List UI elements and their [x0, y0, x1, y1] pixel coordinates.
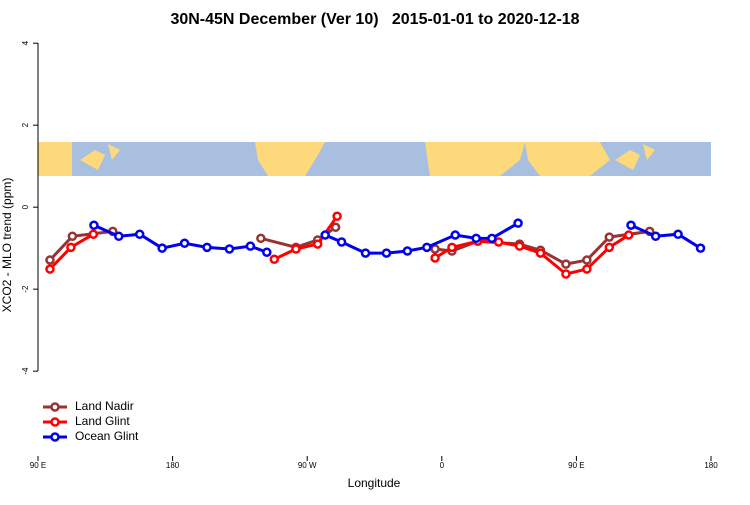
y-tick-label: 4	[21, 40, 30, 45]
x-axis-label: Longitude	[348, 476, 401, 490]
data-point	[262, 247, 272, 258]
data-point	[513, 218, 523, 228]
data-point	[422, 242, 432, 253]
data-point	[45, 264, 55, 274]
data-point	[381, 248, 392, 258]
data-point	[320, 230, 330, 240]
data-point	[134, 229, 145, 239]
legend-marker	[50, 417, 60, 427]
data-point	[673, 229, 683, 239]
data-point	[535, 248, 546, 258]
x-tick-label: 90 E	[30, 461, 46, 470]
data-point	[582, 255, 592, 265]
data-point	[179, 238, 190, 248]
data-point	[224, 244, 235, 254]
data-point	[114, 231, 124, 242]
x-tick-label: 180	[704, 461, 718, 470]
data-point	[514, 241, 525, 251]
data-point	[604, 242, 615, 253]
data-point	[67, 231, 78, 242]
legend-label: Land Glint	[75, 414, 130, 428]
data-point	[45, 255, 55, 265]
data-point	[330, 222, 341, 233]
data-point	[336, 237, 347, 247]
data-point	[493, 237, 504, 247]
data-point	[582, 264, 592, 274]
data-point	[332, 211, 342, 221]
data-point	[430, 244, 440, 254]
data-point	[430, 253, 440, 263]
data-point	[89, 220, 99, 230]
data-point	[604, 232, 615, 242]
data-point	[312, 239, 323, 249]
legend-marker	[50, 402, 60, 412]
data-point	[291, 244, 301, 254]
data-point	[561, 269, 571, 279]
data-point	[471, 233, 481, 244]
data-point	[487, 233, 497, 244]
y-tick-label: -2	[21, 285, 30, 293]
data-point	[202, 242, 212, 253]
data-point	[650, 231, 661, 242]
data-point	[623, 230, 634, 240]
y-tick-label: -4	[21, 367, 30, 375]
data-point	[626, 220, 636, 230]
data-point	[561, 259, 571, 269]
legend-label: Ocean Glint	[75, 429, 139, 443]
data-point	[269, 254, 280, 264]
data-point	[450, 230, 461, 240]
data-point	[66, 242, 76, 253]
data-point	[402, 246, 413, 256]
data-point	[245, 241, 256, 251]
y-tick-label: 2	[21, 122, 30, 127]
legend-marker	[50, 432, 60, 442]
map-band	[38, 142, 711, 176]
y-axis-label: XCO2 - MLO trend (ppm)	[0, 178, 14, 313]
data-point	[157, 243, 167, 253]
data-point	[360, 248, 371, 258]
chart-title: 30N-45N December (Ver 10) 2015-01-01 to …	[170, 11, 579, 28]
data-point	[695, 243, 706, 253]
x-tick-label: 180	[166, 461, 180, 470]
data-point	[88, 229, 99, 239]
y-tick-label: 0	[21, 204, 30, 209]
data-point	[447, 242, 457, 253]
x-tick-label: 0	[440, 461, 445, 470]
x-tick-label: 90 W	[298, 461, 317, 470]
x-tick-label: 90 E	[568, 461, 584, 470]
legend-label: Land Nadir	[75, 399, 134, 413]
data-point	[256, 233, 266, 244]
